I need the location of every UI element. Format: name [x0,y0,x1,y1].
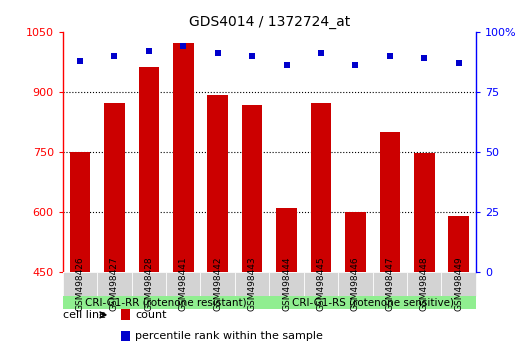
Text: GSM498443: GSM498443 [247,257,257,311]
Title: GDS4014 / 1372724_at: GDS4014 / 1372724_at [189,16,350,29]
Text: GSM498445: GSM498445 [316,257,325,311]
Point [110,53,119,59]
Bar [173,43,194,272]
Point [351,63,360,68]
FancyBboxPatch shape [269,272,304,296]
Text: GSM498428: GSM498428 [144,257,153,311]
Bar [121,331,130,341]
Text: GSM498442: GSM498442 [213,257,222,311]
Point [179,44,187,49]
Point [145,48,153,54]
FancyBboxPatch shape [63,296,269,309]
Point [76,58,84,63]
FancyBboxPatch shape [338,272,372,296]
FancyBboxPatch shape [132,272,166,296]
Text: GSM498427: GSM498427 [110,257,119,311]
FancyBboxPatch shape [63,272,97,296]
Bar [242,104,263,272]
Bar [448,216,469,272]
Bar [276,209,297,272]
Bar [121,309,130,320]
Point [282,63,291,68]
Text: GSM498446: GSM498446 [351,257,360,311]
FancyBboxPatch shape [441,272,476,296]
Point [385,53,394,59]
Point [420,55,428,61]
Bar [380,132,400,272]
Text: GSM498447: GSM498447 [385,257,394,311]
Bar [70,152,90,272]
Text: percentile rank within the sample: percentile rank within the sample [135,331,323,341]
Bar [207,95,228,272]
FancyBboxPatch shape [200,272,235,296]
Text: GSM498426: GSM498426 [75,257,85,311]
Bar [311,103,332,272]
Text: CRI-G1-RS (rotenone sensitive): CRI-G1-RS (rotenone sensitive) [292,298,453,308]
FancyBboxPatch shape [304,272,338,296]
FancyBboxPatch shape [407,272,441,296]
FancyBboxPatch shape [269,296,476,309]
Text: GSM498444: GSM498444 [282,257,291,311]
Text: count: count [135,309,166,320]
Text: CRI-G1-RR (rotenone resistant): CRI-G1-RR (rotenone resistant) [85,298,247,308]
Text: GSM498449: GSM498449 [454,257,463,311]
Point [454,60,463,66]
Point [248,53,256,59]
Bar [104,103,124,272]
Bar [414,153,435,272]
Bar [139,67,159,272]
FancyBboxPatch shape [97,272,132,296]
Point [317,51,325,56]
FancyBboxPatch shape [166,272,200,296]
Text: GSM498448: GSM498448 [420,257,429,311]
Text: GSM498441: GSM498441 [179,257,188,311]
Bar [345,212,366,272]
FancyBboxPatch shape [235,272,269,296]
Text: cell line: cell line [63,310,106,320]
FancyBboxPatch shape [372,272,407,296]
Point [213,51,222,56]
